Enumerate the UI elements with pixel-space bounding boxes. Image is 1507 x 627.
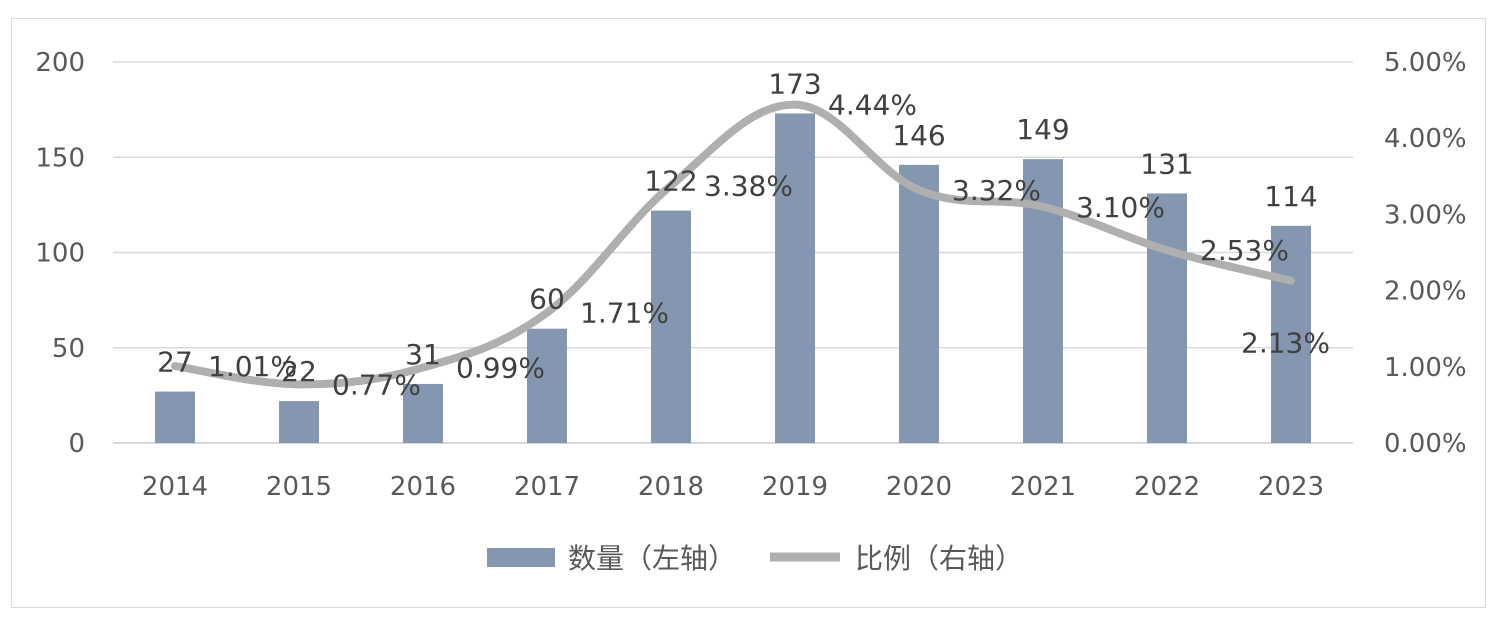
bar-data-label: 22 [281,355,317,388]
bar [403,383,443,443]
x-axis-tick-label: 2019 [762,472,828,502]
line-data-label: 2.13% [1241,327,1330,360]
line-data-label: 0.99% [456,352,545,385]
left-axis-ticks: 0 50 100 150 200 [35,48,85,459]
x-axis-tick-label: 2016 [390,472,456,502]
chart-frame [11,18,1486,608]
bar-data-label: 146 [892,119,945,152]
line-data-label: 3.32% [952,174,1041,207]
right-axis-tick-label: 2.00% [1384,277,1467,307]
left-axis-tick-label: 150 [35,143,85,173]
left-axis-tick-label: 200 [35,48,85,78]
line-data-labels: 1.01% 0.77% 0.99% 1.71% 3.38% 4.44% 3.32% 3.10%… [208,89,1330,402]
bar-data-label: 31 [405,338,441,371]
bar-series [155,113,1311,443]
bar [527,328,567,443]
bar-data-label: 114 [1264,180,1317,213]
x-axis-tick-label: 2023 [1258,472,1324,502]
bar [1271,225,1311,443]
right-axis-tick-label: 3.00% [1384,200,1467,230]
left-axis-tick-label: 50 [52,334,85,364]
series-line [171,100,1295,389]
x-axis-tick-label: 2014 [142,472,208,502]
legend: 数量（左轴） 比例（右轴） [487,542,1023,575]
bar-data-label: 131 [1140,147,1193,180]
line-data-label: 1.01% [208,350,297,383]
x-axis-tick-label: 2018 [638,472,704,502]
bar-data-labels: 27 22 31 60 122 173 146 149 131 114 [157,67,1318,388]
bar [155,391,195,443]
right-axis-tick-label: 1.00% [1384,353,1467,383]
line-data-label: 2.53% [1200,234,1289,267]
x-axis-tick-label: 2017 [514,472,580,502]
right-axis-ticks: 0.00% 1.00% 2.00% 3.00% 4.00% 5.00% [1384,48,1467,459]
bar [899,164,939,443]
bar [1147,193,1187,443]
line-data-label: 4.44% [828,89,917,122]
x-axis-tick-label: 2020 [886,472,952,502]
right-axis-tick-label: 4.00% [1384,124,1467,154]
x-axis-tick-label: 2015 [266,472,332,502]
right-axis-tick-label: 5.00% [1384,48,1467,78]
bar-data-label: 27 [157,346,193,379]
line-data-label: 3.10% [1076,191,1165,224]
line-data-label: 0.77% [332,368,421,401]
bar-data-label: 60 [529,283,565,316]
line-series [171,100,1295,389]
bar [775,113,815,443]
x-axis-tick-label: 2021 [1010,472,1076,502]
legend-label-line: 比例（右轴） [855,542,1023,575]
right-axis-tick-label: 0.00% [1384,429,1467,459]
x-axis-ticks: 2014 2015 2016 2017 2018 2019 2020 2021 2022 2023 [142,472,1324,502]
bar-data-label: 122 [644,165,697,198]
gridlines [113,61,1353,444]
bar [279,401,319,443]
line-data-label: 3.38% [704,169,793,202]
bar [651,210,691,443]
line-data-label: 1.71% [580,297,669,330]
left-axis-tick-label: 100 [35,239,85,269]
x-axis-tick-label: 2022 [1134,472,1200,502]
bar-data-label: 173 [768,67,821,100]
left-axis-tick-label: 0 [68,429,85,459]
legend-swatch-bar [487,548,555,567]
legend-label-bar: 数量（左轴） [568,542,736,575]
bar-data-label: 149 [1016,113,1069,146]
